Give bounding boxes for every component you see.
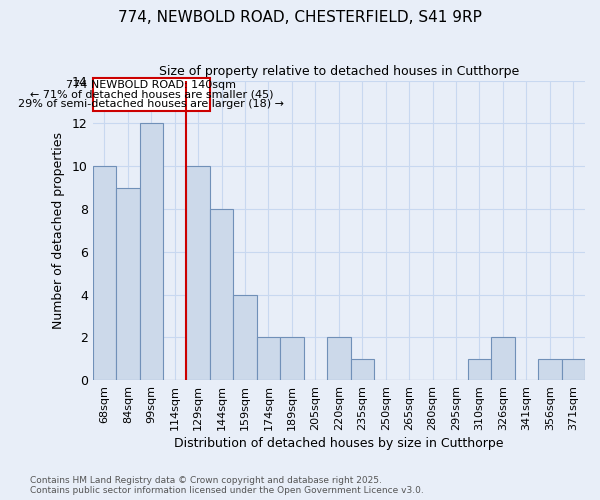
Bar xyxy=(538,359,562,380)
Bar xyxy=(491,338,515,380)
FancyBboxPatch shape xyxy=(92,78,210,110)
Bar xyxy=(327,338,350,380)
Text: 29% of semi-detached houses are larger (18) →: 29% of semi-detached houses are larger (… xyxy=(18,99,284,109)
X-axis label: Distribution of detached houses by size in Cutthorpe: Distribution of detached houses by size … xyxy=(174,437,503,450)
Title: Size of property relative to detached houses in Cutthorpe: Size of property relative to detached ho… xyxy=(158,65,519,78)
Bar xyxy=(350,359,374,380)
Bar xyxy=(116,188,140,380)
Bar xyxy=(257,338,280,380)
Text: ← 71% of detached houses are smaller (45): ← 71% of detached houses are smaller (45… xyxy=(29,90,273,100)
Bar xyxy=(210,209,233,380)
Bar xyxy=(233,294,257,380)
Text: 774, NEWBOLD ROAD, CHESTERFIELD, S41 9RP: 774, NEWBOLD ROAD, CHESTERFIELD, S41 9RP xyxy=(118,10,482,25)
Bar xyxy=(140,124,163,380)
Text: 774 NEWBOLD ROAD: 140sqm: 774 NEWBOLD ROAD: 140sqm xyxy=(66,80,236,90)
Bar xyxy=(562,359,585,380)
Bar xyxy=(187,166,210,380)
Bar xyxy=(280,338,304,380)
Text: Contains HM Land Registry data © Crown copyright and database right 2025.
Contai: Contains HM Land Registry data © Crown c… xyxy=(30,476,424,495)
Bar xyxy=(92,166,116,380)
Y-axis label: Number of detached properties: Number of detached properties xyxy=(52,132,65,329)
Bar xyxy=(468,359,491,380)
